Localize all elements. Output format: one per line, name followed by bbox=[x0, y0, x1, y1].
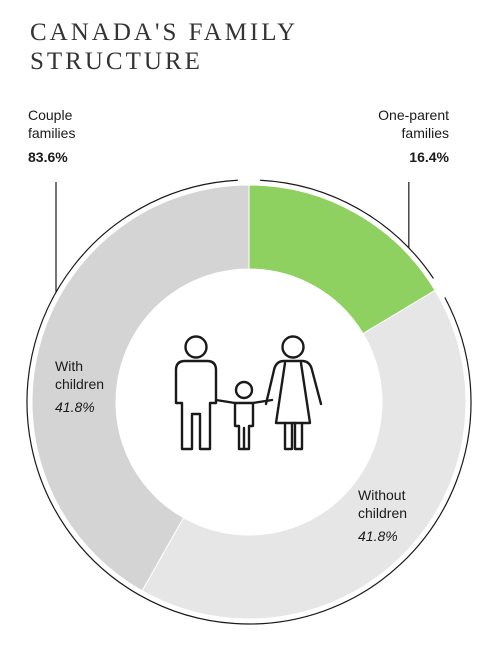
couple-bracket-arc bbox=[26, 179, 472, 625]
chart-title: CANADA'S FAMILY STRUCTURE bbox=[30, 18, 450, 76]
one-parent-families-label: One-parent families 16.4% bbox=[289, 106, 449, 166]
without-children-value: 41.8% bbox=[358, 528, 398, 544]
one-parent-families-label-line2: families bbox=[401, 125, 449, 141]
one-parent-families-value: 16.4% bbox=[409, 149, 449, 165]
one-parent-bracket-arc bbox=[260, 179, 434, 279]
family-icon bbox=[174, 335, 323, 451]
couple-families-label-line1: Couple bbox=[28, 107, 73, 123]
chart-title-line1: CANADA'S FAMILY bbox=[30, 19, 299, 46]
couple-families-label: Couple families 83.6% bbox=[28, 106, 168, 166]
one-parent-families-label-line1: One-parent bbox=[378, 107, 449, 123]
with-children-value: 41.8% bbox=[55, 399, 95, 415]
leader-lines bbox=[26, 179, 472, 625]
without-children-label: Without children 41.8% bbox=[358, 486, 407, 545]
couple-families-label-line2: families bbox=[28, 125, 76, 141]
slice-with-children bbox=[31, 184, 250, 592]
donut-slices bbox=[31, 184, 467, 620]
couple-families-value: 83.6% bbox=[28, 149, 68, 165]
without-children-label-line2: children bbox=[358, 505, 408, 521]
chart-title-line2: STRUCTURE bbox=[30, 48, 203, 75]
with-children-label: With children 41.8% bbox=[55, 357, 104, 416]
with-children-label-line1: With bbox=[55, 358, 83, 374]
with-children-label-line2: children bbox=[55, 376, 105, 392]
slice-without-children bbox=[141, 289, 467, 620]
without-children-label-line1: Without bbox=[358, 487, 406, 503]
